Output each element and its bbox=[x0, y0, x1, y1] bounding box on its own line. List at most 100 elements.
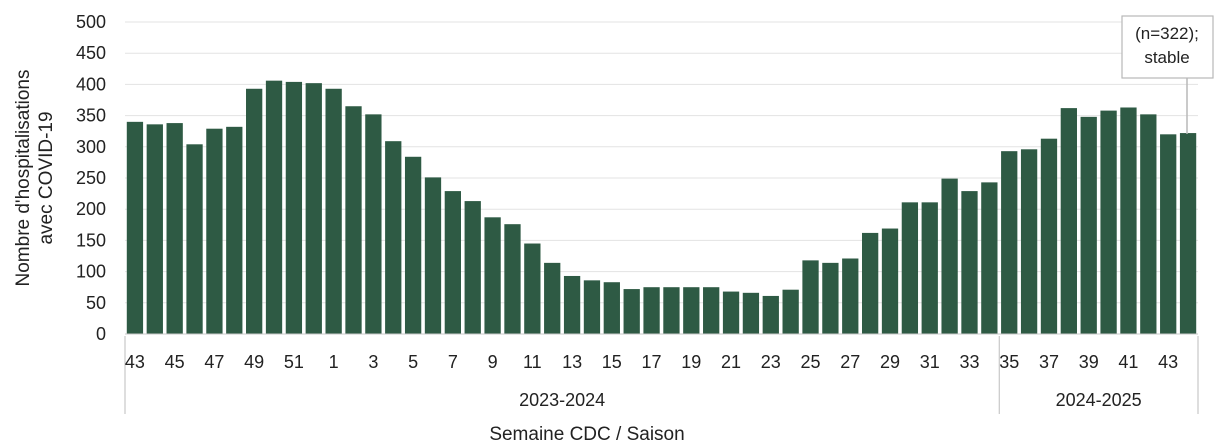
x-tick-label: 25 bbox=[801, 352, 821, 372]
bar bbox=[524, 243, 541, 334]
x-tick-label: 19 bbox=[681, 352, 701, 372]
x-tick-label: 17 bbox=[642, 352, 662, 372]
bar bbox=[822, 262, 839, 334]
bar bbox=[742, 292, 760, 334]
bar bbox=[782, 289, 799, 334]
bar bbox=[146, 124, 163, 334]
bar bbox=[126, 121, 144, 334]
bar bbox=[981, 182, 998, 334]
y-tick-label: 200 bbox=[76, 199, 106, 219]
x-tick-label: 43 bbox=[125, 352, 145, 372]
bar bbox=[166, 123, 183, 334]
bar bbox=[703, 287, 720, 334]
bar bbox=[1160, 134, 1177, 334]
bar bbox=[802, 260, 819, 334]
bar bbox=[663, 287, 680, 334]
y-tick-label: 250 bbox=[76, 168, 106, 188]
x-tick-label: 29 bbox=[880, 352, 900, 372]
bar bbox=[643, 287, 660, 334]
x-tick-label: 27 bbox=[840, 352, 860, 372]
bar bbox=[762, 295, 779, 334]
bar bbox=[186, 144, 203, 334]
bar bbox=[1100, 110, 1117, 334]
x-tick-label: 5 bbox=[408, 352, 418, 372]
bar bbox=[385, 141, 402, 334]
y-tick-label: 50 bbox=[86, 293, 106, 313]
x-tick-label: 33 bbox=[959, 352, 979, 372]
bar bbox=[226, 126, 243, 334]
bar bbox=[861, 232, 879, 334]
annotation-box bbox=[1121, 15, 1214, 79]
bar bbox=[484, 217, 501, 334]
y-tick-label: 100 bbox=[76, 262, 106, 282]
y-tick-label: 0 bbox=[96, 324, 106, 344]
bar bbox=[603, 282, 620, 334]
bar bbox=[444, 191, 461, 334]
x-tick-label: 49 bbox=[244, 352, 264, 372]
annotation-callout: (n=322); stable bbox=[1121, 15, 1214, 134]
bar bbox=[1001, 151, 1018, 334]
bar bbox=[365, 114, 382, 334]
bar bbox=[345, 106, 362, 335]
y-tick-label: 300 bbox=[76, 137, 106, 157]
bar bbox=[1060, 108, 1077, 334]
bar bbox=[961, 191, 978, 334]
bar bbox=[1080, 116, 1097, 334]
bar bbox=[683, 287, 700, 334]
bar bbox=[901, 202, 919, 334]
y-tick-label: 400 bbox=[76, 74, 106, 94]
season-label: 2024-2025 bbox=[1056, 390, 1142, 410]
annotation-line2: stable bbox=[1144, 48, 1189, 67]
bar bbox=[623, 289, 640, 334]
bar bbox=[881, 228, 899, 334]
bar bbox=[1140, 114, 1157, 334]
x-tick-label: 31 bbox=[920, 352, 940, 372]
annotation-line1: (n=322); bbox=[1135, 24, 1199, 43]
x-tick-label: 51 bbox=[284, 352, 304, 372]
bar bbox=[464, 201, 481, 334]
bar bbox=[325, 88, 342, 335]
y-tick-label: 150 bbox=[76, 230, 106, 250]
x-tick-label: 9 bbox=[488, 352, 498, 372]
bar bbox=[722, 291, 740, 334]
bar bbox=[583, 280, 601, 334]
bar bbox=[563, 275, 581, 334]
bar bbox=[941, 178, 958, 334]
y-axis-title-line1: Nombre d'hospitalisations bbox=[13, 70, 34, 287]
bar bbox=[1020, 149, 1038, 334]
y-tick-label: 500 bbox=[76, 12, 106, 32]
x-tick-label: 45 bbox=[165, 352, 185, 372]
y-tick-label: 350 bbox=[76, 106, 106, 126]
y-axis-title-line2: avec COVID-19 bbox=[36, 111, 57, 244]
x-tick-label: 41 bbox=[1118, 352, 1138, 372]
x-tick-label: 1 bbox=[329, 352, 339, 372]
bar bbox=[285, 81, 303, 335]
season-label: 2023-2024 bbox=[519, 390, 605, 410]
bar bbox=[206, 128, 223, 334]
x-tick-label: 13 bbox=[562, 352, 582, 372]
bar bbox=[246, 88, 263, 335]
bar bbox=[1120, 107, 1137, 335]
y-tick-label: 450 bbox=[76, 43, 106, 63]
x-tick-label: 39 bbox=[1079, 352, 1099, 372]
bar bbox=[921, 202, 938, 334]
x-tick-label: 35 bbox=[999, 352, 1019, 372]
x-tick-label: 11 bbox=[523, 352, 542, 372]
bar bbox=[265, 80, 283, 334]
bar bbox=[424, 177, 442, 334]
x-axis-title: Semaine CDC / Saison bbox=[489, 424, 684, 442]
bar bbox=[1179, 133, 1197, 334]
bar bbox=[504, 224, 521, 334]
bar bbox=[544, 262, 561, 334]
bar bbox=[305, 83, 322, 335]
x-tick-label: 37 bbox=[1039, 352, 1059, 372]
x-tick-label: 15 bbox=[602, 352, 622, 372]
x-tick-label: 43 bbox=[1158, 352, 1178, 372]
bar bbox=[1040, 138, 1058, 334]
x-tick-label: 47 bbox=[204, 352, 224, 372]
bar bbox=[404, 156, 422, 334]
x-tick-label: 21 bbox=[721, 352, 741, 372]
bar bbox=[842, 258, 859, 334]
